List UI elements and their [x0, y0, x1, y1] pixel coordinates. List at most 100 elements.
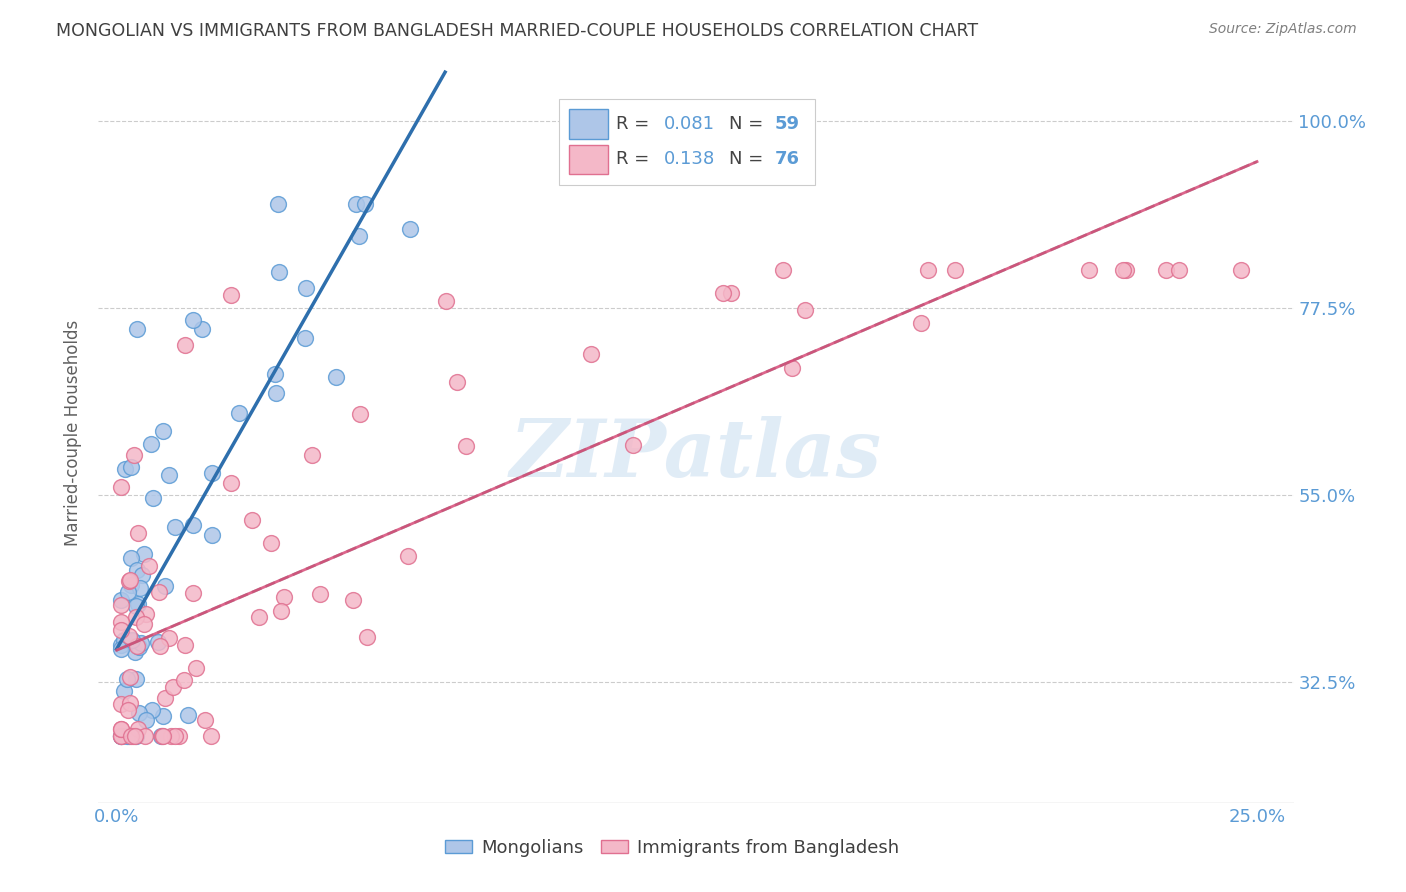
Point	[325, 370, 347, 384]
Point	[181, 313, 204, 327]
Point	[118, 729, 141, 743]
Point	[294, 330, 316, 344]
Point	[110, 729, 132, 743]
Point	[121, 729, 143, 743]
Point	[120, 578, 142, 592]
Point	[163, 520, 186, 534]
Point	[153, 579, 176, 593]
Point	[347, 229, 370, 244]
Point	[191, 321, 214, 335]
Point	[264, 385, 287, 400]
Point	[118, 573, 141, 587]
Point	[165, 729, 187, 743]
Point	[270, 604, 292, 618]
FancyBboxPatch shape	[569, 145, 607, 174]
Point	[943, 263, 966, 277]
Point	[621, 438, 644, 452]
Point	[110, 729, 132, 743]
Text: Source: ZipAtlas.com: Source: ZipAtlas.com	[1209, 22, 1357, 37]
Text: 76: 76	[775, 151, 800, 169]
Point	[139, 437, 162, 451]
Point	[354, 197, 377, 211]
Point	[579, 346, 602, 360]
Point	[176, 708, 198, 723]
Point	[396, 549, 419, 563]
Text: R =: R =	[616, 151, 655, 169]
Point	[127, 525, 149, 540]
Point	[259, 536, 281, 550]
Text: R =: R =	[616, 115, 655, 133]
Point	[173, 673, 195, 687]
Point	[110, 593, 132, 607]
Point	[454, 439, 477, 453]
Point	[181, 585, 204, 599]
Legend: Mongolians, Immigrants from Bangladesh: Mongolians, Immigrants from Bangladesh	[437, 831, 907, 864]
Text: MONGOLIAN VS IMMIGRANTS FROM BANGLADESH MARRIED-COUPLE HOUSEHOLDS CORRELATION CH: MONGOLIAN VS IMMIGRANTS FROM BANGLADESH …	[56, 22, 979, 40]
Point	[121, 633, 143, 648]
Point	[131, 568, 153, 582]
Point	[228, 406, 250, 420]
Point	[173, 338, 195, 352]
Point	[1230, 263, 1253, 277]
Point	[125, 639, 148, 653]
Point	[110, 729, 132, 743]
Point	[118, 697, 141, 711]
Text: 0.138: 0.138	[664, 151, 716, 169]
Point	[184, 661, 207, 675]
Point	[122, 448, 145, 462]
Point	[267, 197, 290, 211]
Point	[146, 634, 169, 648]
Point	[1077, 263, 1099, 277]
Point	[793, 303, 815, 318]
Point	[129, 581, 152, 595]
Point	[399, 222, 422, 236]
Point	[110, 615, 132, 629]
Point	[1168, 263, 1191, 277]
Point	[125, 610, 148, 624]
Point	[152, 729, 174, 743]
Point	[115, 672, 138, 686]
Point	[434, 294, 457, 309]
Point	[273, 590, 295, 604]
Point	[294, 281, 316, 295]
Point	[135, 713, 157, 727]
Point	[720, 285, 742, 300]
Point	[349, 407, 371, 421]
Point	[127, 722, 149, 736]
Text: 59: 59	[775, 115, 800, 133]
Point	[155, 690, 177, 705]
Point	[138, 559, 160, 574]
Point	[149, 729, 172, 743]
Point	[135, 607, 157, 621]
Point	[183, 518, 205, 533]
Point	[169, 729, 191, 743]
Point	[346, 197, 368, 211]
Point	[162, 680, 184, 694]
Point	[124, 729, 146, 743]
Point	[1154, 263, 1177, 277]
Point	[160, 729, 183, 743]
Point	[131, 636, 153, 650]
Point	[174, 638, 197, 652]
Point	[264, 367, 287, 381]
Y-axis label: Married-couple Households: Married-couple Households	[65, 319, 83, 546]
Point	[128, 706, 150, 721]
Point	[247, 610, 270, 624]
Point	[242, 513, 264, 527]
Point	[125, 562, 148, 576]
Point	[120, 729, 142, 743]
Point	[125, 599, 148, 613]
Point	[446, 376, 468, 390]
Text: N =: N =	[730, 115, 769, 133]
Point	[110, 722, 132, 736]
Point	[267, 265, 290, 279]
Point	[120, 551, 142, 566]
Point	[711, 286, 734, 301]
Point	[917, 263, 939, 277]
Point	[127, 597, 149, 611]
Point	[134, 617, 156, 632]
Point	[110, 623, 132, 637]
FancyBboxPatch shape	[558, 99, 815, 185]
Point	[120, 670, 142, 684]
Point	[201, 528, 224, 542]
